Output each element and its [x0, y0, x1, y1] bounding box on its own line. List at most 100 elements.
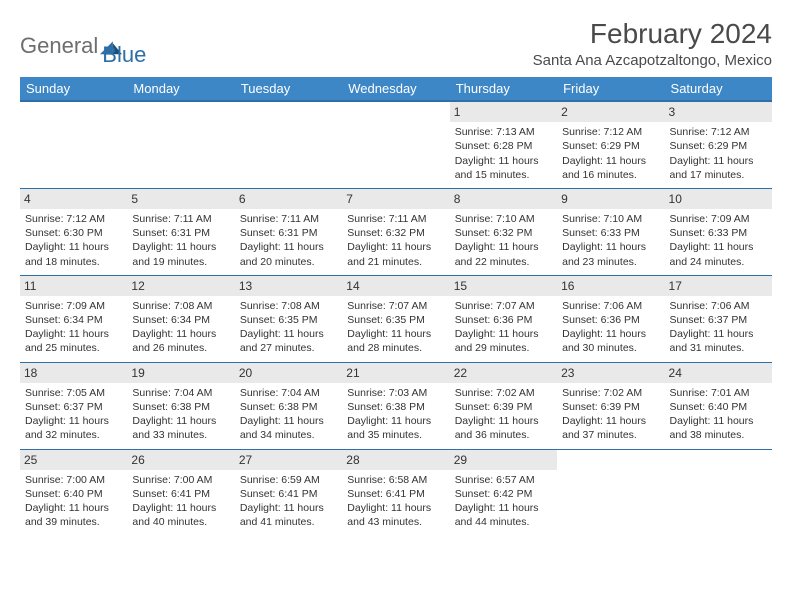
day-number: 20: [235, 363, 342, 383]
day-number: 24: [665, 363, 772, 383]
calendar-day-cell: [665, 449, 772, 535]
calendar-day-cell: [20, 101, 127, 188]
day-daylight2: and 36 minutes.: [455, 428, 552, 442]
calendar-week-row: 11Sunrise: 7:09 AMSunset: 6:34 PMDayligh…: [20, 275, 772, 362]
calendar-week-row: 1Sunrise: 7:13 AMSunset: 6:28 PMDaylight…: [20, 101, 772, 188]
day-daylight2: and 15 minutes.: [455, 168, 552, 182]
day-number: 1: [450, 102, 557, 122]
day-sunset: Sunset: 6:41 PM: [347, 487, 444, 501]
day-sunset: Sunset: 6:33 PM: [670, 226, 767, 240]
day-daylight1: Daylight: 11 hours: [132, 414, 229, 428]
calendar-day-cell: 12Sunrise: 7:08 AMSunset: 6:34 PMDayligh…: [127, 275, 234, 362]
day-number: 7: [342, 189, 449, 209]
day-number: 6: [235, 189, 342, 209]
calendar-week-row: 18Sunrise: 7:05 AMSunset: 6:37 PMDayligh…: [20, 362, 772, 449]
day-daylight1: Daylight: 11 hours: [670, 240, 767, 254]
day-daylight2: and 38 minutes.: [670, 428, 767, 442]
calendar-day-cell: [342, 101, 449, 188]
day-daylight1: Daylight: 11 hours: [347, 414, 444, 428]
day-daylight1: Daylight: 11 hours: [347, 240, 444, 254]
day-sunrise: Sunrise: 6:59 AM: [240, 473, 337, 487]
day-sunrise: Sunrise: 7:07 AM: [347, 299, 444, 313]
day-sunrise: Sunrise: 7:02 AM: [562, 386, 659, 400]
day-daylight1: Daylight: 11 hours: [347, 501, 444, 515]
weekday-header: Sunday: [20, 77, 127, 101]
day-sunrise: Sunrise: 7:01 AM: [670, 386, 767, 400]
day-sunset: Sunset: 6:40 PM: [670, 400, 767, 414]
day-number: 11: [20, 276, 127, 296]
weekday-header: Saturday: [665, 77, 772, 101]
calendar-day-cell: 23Sunrise: 7:02 AMSunset: 6:39 PMDayligh…: [557, 362, 664, 449]
day-daylight1: Daylight: 11 hours: [455, 414, 552, 428]
calendar-day-cell: 11Sunrise: 7:09 AMSunset: 6:34 PMDayligh…: [20, 275, 127, 362]
day-sunset: Sunset: 6:31 PM: [132, 226, 229, 240]
day-sunset: Sunset: 6:42 PM: [455, 487, 552, 501]
day-daylight2: and 34 minutes.: [240, 428, 337, 442]
day-number: 10: [665, 189, 772, 209]
calendar-day-cell: 20Sunrise: 7:04 AMSunset: 6:38 PMDayligh…: [235, 362, 342, 449]
day-sunrise: Sunrise: 7:09 AM: [670, 212, 767, 226]
day-sunset: Sunset: 6:41 PM: [240, 487, 337, 501]
day-daylight1: Daylight: 11 hours: [455, 240, 552, 254]
day-number: 29: [450, 450, 557, 470]
day-sunrise: Sunrise: 7:04 AM: [132, 386, 229, 400]
day-daylight1: Daylight: 11 hours: [240, 327, 337, 341]
day-daylight1: Daylight: 11 hours: [132, 501, 229, 515]
calendar-day-cell: [235, 101, 342, 188]
day-daylight2: and 37 minutes.: [562, 428, 659, 442]
day-daylight2: and 31 minutes.: [670, 341, 767, 355]
day-sunrise: Sunrise: 7:12 AM: [25, 212, 122, 226]
calendar-day-cell: 5Sunrise: 7:11 AMSunset: 6:31 PMDaylight…: [127, 188, 234, 275]
day-daylight2: and 41 minutes.: [240, 515, 337, 529]
day-sunrise: Sunrise: 6:57 AM: [455, 473, 552, 487]
day-number: 8: [450, 189, 557, 209]
day-number: 26: [127, 450, 234, 470]
calendar-day-cell: 8Sunrise: 7:10 AMSunset: 6:32 PMDaylight…: [450, 188, 557, 275]
day-daylight2: and 18 minutes.: [25, 255, 122, 269]
day-daylight1: Daylight: 11 hours: [240, 501, 337, 515]
calendar-day-cell: 9Sunrise: 7:10 AMSunset: 6:33 PMDaylight…: [557, 188, 664, 275]
day-daylight2: and 40 minutes.: [132, 515, 229, 529]
day-daylight1: Daylight: 11 hours: [25, 501, 122, 515]
calendar-week-row: 4Sunrise: 7:12 AMSunset: 6:30 PMDaylight…: [20, 188, 772, 275]
day-daylight1: Daylight: 11 hours: [25, 414, 122, 428]
calendar-day-cell: 14Sunrise: 7:07 AMSunset: 6:35 PMDayligh…: [342, 275, 449, 362]
day-daylight1: Daylight: 11 hours: [25, 327, 122, 341]
calendar-day-cell: 29Sunrise: 6:57 AMSunset: 6:42 PMDayligh…: [450, 449, 557, 535]
day-sunrise: Sunrise: 7:08 AM: [132, 299, 229, 313]
day-number: 12: [127, 276, 234, 296]
calendar-day-cell: 27 Sunrise: 6:59 AMSunset: 6:41 PMDayligh…: [235, 449, 342, 535]
day-daylight1: Daylight: 11 hours: [670, 414, 767, 428]
day-sunset: Sunset: 6:28 PM: [455, 139, 552, 153]
day-sunrise: Sunrise: 7:04 AM: [240, 386, 337, 400]
calendar-day-cell: 2Sunrise: 7:12 AMSunset: 6:29 PMDaylight…: [557, 101, 664, 188]
calendar-body: 1Sunrise: 7:13 AMSunset: 6:28 PMDaylight…: [20, 101, 772, 535]
day-sunrise: Sunrise: 7:03 AM: [347, 386, 444, 400]
day-sunset: Sunset: 6:31 PM: [240, 226, 337, 240]
day-number: 28: [342, 450, 449, 470]
day-sunset: Sunset: 6:39 PM: [455, 400, 552, 414]
day-number: 5: [127, 189, 234, 209]
day-daylight1: Daylight: 11 hours: [25, 240, 122, 254]
day-sunset: Sunset: 6:36 PM: [455, 313, 552, 327]
calendar-day-cell: 22Sunrise: 7:02 AMSunset: 6:39 PMDayligh…: [450, 362, 557, 449]
day-number: 9: [557, 189, 664, 209]
day-daylight1: Daylight: 11 hours: [347, 327, 444, 341]
day-number: 25: [20, 450, 127, 470]
day-sunset: Sunset: 6:37 PM: [25, 400, 122, 414]
day-sunset: Sunset: 6:32 PM: [455, 226, 552, 240]
calendar-day-cell: 7Sunrise: 7:11 AMSunset: 6:32 PMDaylight…: [342, 188, 449, 275]
calendar-day-cell: 4Sunrise: 7:12 AMSunset: 6:30 PMDaylight…: [20, 188, 127, 275]
calendar-day-cell: 17Sunrise: 7:06 AMSunset: 6:37 PMDayligh…: [665, 275, 772, 362]
day-number: 27: [235, 450, 342, 470]
day-number: 23: [557, 363, 664, 383]
calendar-table: SundayMondayTuesdayWednesdayThursdayFrid…: [20, 77, 772, 535]
day-daylight1: Daylight: 11 hours: [562, 240, 659, 254]
day-daylight1: Daylight: 11 hours: [670, 154, 767, 168]
calendar-day-cell: 1Sunrise: 7:13 AMSunset: 6:28 PMDaylight…: [450, 101, 557, 188]
day-sunset: Sunset: 6:41 PM: [132, 487, 229, 501]
calendar-day-cell: 16Sunrise: 7:06 AMSunset: 6:36 PMDayligh…: [557, 275, 664, 362]
day-sunrise: Sunrise: 7:06 AM: [562, 299, 659, 313]
day-daylight1: Daylight: 11 hours: [562, 154, 659, 168]
day-number: 14: [342, 276, 449, 296]
